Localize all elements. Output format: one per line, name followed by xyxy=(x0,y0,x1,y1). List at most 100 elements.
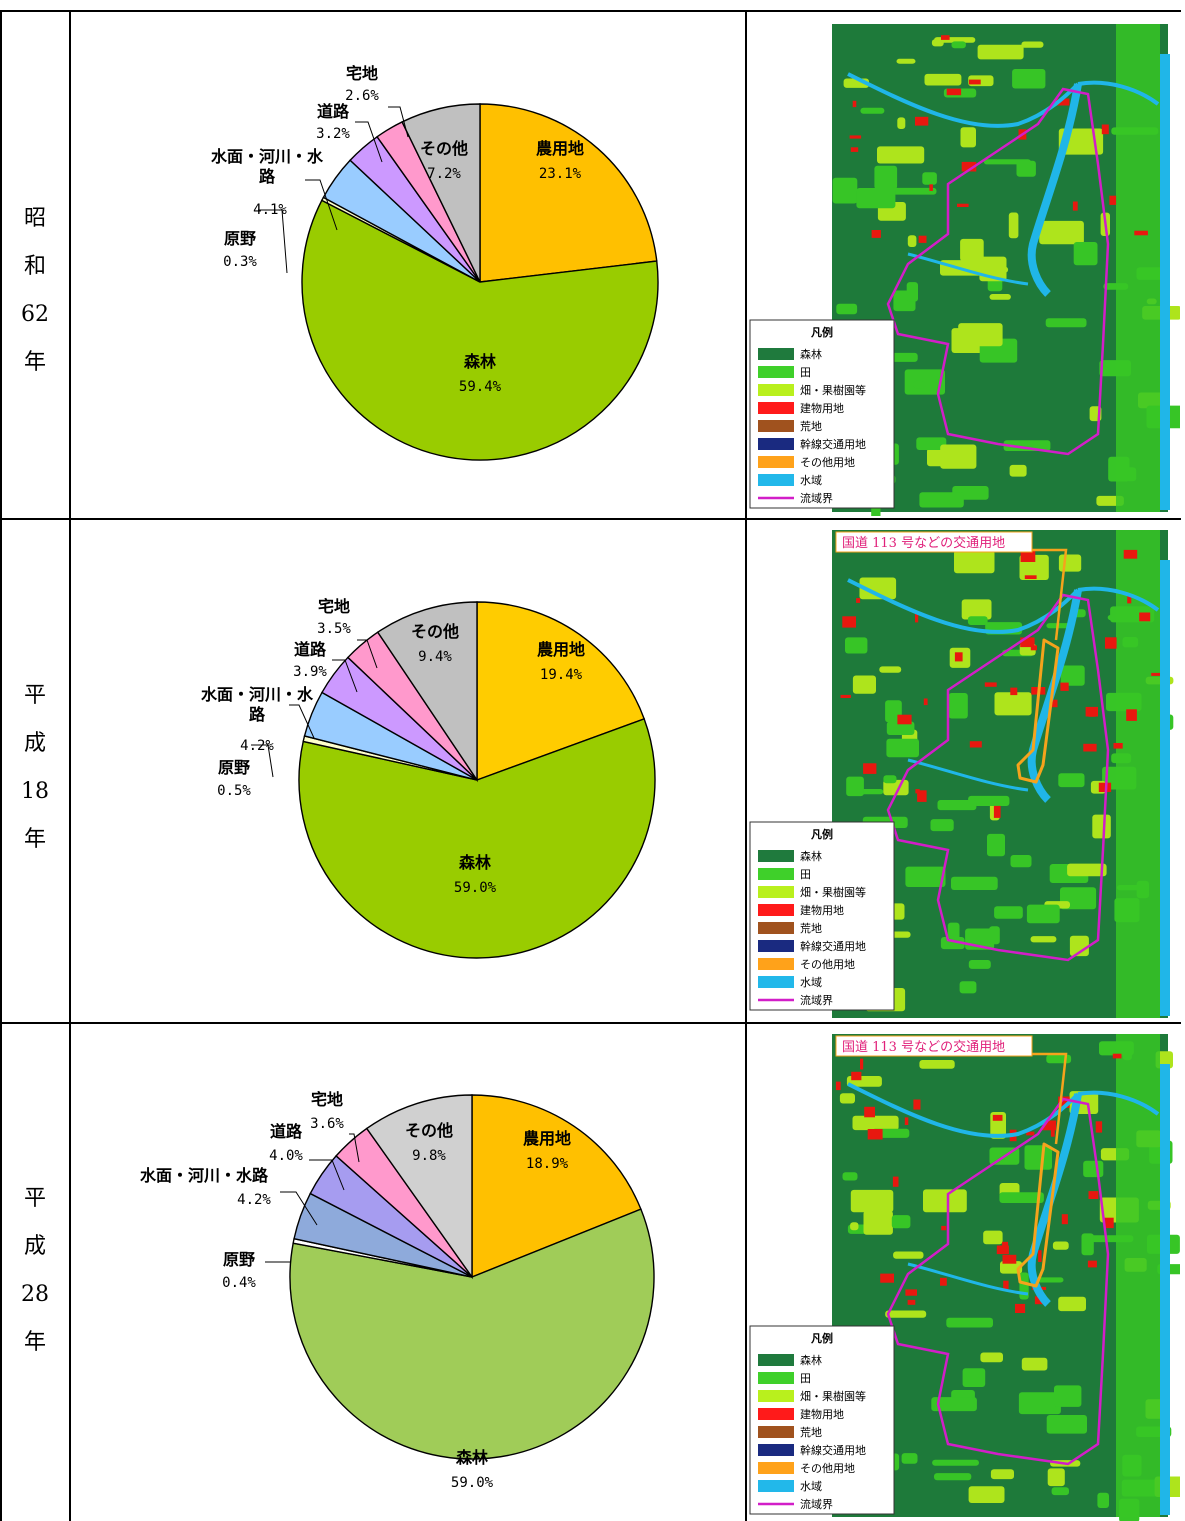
pie-slice-forest xyxy=(289,1208,655,1460)
pie-label-other: その他 xyxy=(405,1121,453,1140)
pie-label-road: 道路 xyxy=(317,102,350,121)
pie-value-road: 3.2% xyxy=(316,126,350,142)
legend-swatch xyxy=(758,1390,794,1402)
legend-label: 畑・果樹園等 xyxy=(800,383,866,397)
leader-line-wilderness xyxy=(258,209,288,274)
legend-swatch xyxy=(758,922,794,934)
pie-label-forest: 森林 xyxy=(459,853,491,872)
table-divider-map xyxy=(745,10,747,1521)
pie-label-water: 水面・河川・水 xyxy=(211,147,324,166)
legend-label: 水域 xyxy=(800,474,822,487)
pie-label-road: 道路 xyxy=(294,640,327,659)
legend-swatch xyxy=(758,976,794,988)
pie-value-water: 4.1% xyxy=(253,202,287,218)
legend-label: 畑・果樹園等 xyxy=(800,1389,866,1403)
pie-value-road: 3.9% xyxy=(293,664,327,680)
year-char: 62 xyxy=(21,302,49,327)
pie-value-wilderness: 0.4% xyxy=(222,1275,256,1291)
land-use-map-h28: 国道 113 号などの交通用地凡例森林田畑・果樹園等建物用地荒地幹線交通用地その… xyxy=(749,1034,1180,1521)
pie-label-forest: 森林 xyxy=(464,352,496,371)
pie-chart-s62: 農用地 23.1% 森林 59.4% 原野 0.3% 水面・河川・水路 4.1% 道路 3.2% 宅… xyxy=(211,64,659,461)
road-annotation: 国道 113 号などの交通用地 xyxy=(842,535,1005,551)
leader-line-water xyxy=(305,179,338,231)
watershed-boundary xyxy=(886,87,1110,456)
table-divider-year xyxy=(69,10,71,1521)
legend-label: 建物用地 xyxy=(800,903,844,917)
pie-value-farmland: 19.4% xyxy=(540,667,583,683)
legend-label: その他用地 xyxy=(800,456,855,469)
pie-label-farmland: 農用地 xyxy=(537,640,585,659)
legend-label: その他用地 xyxy=(800,1462,855,1475)
pie-label-farmland: 農用地 xyxy=(523,1129,571,1148)
legend-label: 荒地 xyxy=(800,1426,822,1439)
pie-value-other: 9.8% xyxy=(412,1148,446,1164)
pie-value-wilderness: 0.5% xyxy=(217,783,251,799)
year-char: 年 xyxy=(23,350,46,375)
legend-label: 荒地 xyxy=(800,922,822,935)
year-char: 平 xyxy=(23,1186,46,1211)
leader-line-road xyxy=(355,121,383,163)
pie-label-other: その他 xyxy=(411,622,459,641)
legend-label: 幹線交通用地 xyxy=(800,939,866,953)
legend-swatch xyxy=(758,474,794,486)
pie-label-wilderness: 原野 xyxy=(224,229,256,248)
legend-label: 水域 xyxy=(800,1480,822,1493)
legend-label: 幹線交通用地 xyxy=(800,437,866,451)
legend-label: 建物用地 xyxy=(800,1407,844,1421)
leader-line-residential xyxy=(388,106,409,138)
legend-swatch xyxy=(758,904,794,916)
pie-value-forest: 59.4% xyxy=(459,379,502,395)
pie-value-wilderness: 0.3% xyxy=(223,254,257,270)
legend-swatch xyxy=(758,1480,794,1492)
year-char: 成 xyxy=(23,731,46,756)
pie-value-other: 9.4% xyxy=(418,649,452,665)
pie-slice-other xyxy=(365,1094,473,1280)
pie-label-water: 水面・河川・水路 xyxy=(140,1166,269,1185)
road-annotation: 国道 113 号などの交通用地 xyxy=(842,1039,1005,1055)
leader-line-road xyxy=(309,1159,345,1191)
legend-swatch xyxy=(758,1426,794,1438)
pie-label-other: その他 xyxy=(420,139,468,158)
pie-value-other: 7.2% xyxy=(427,166,461,182)
year-char: 年 xyxy=(23,827,46,852)
pie-label-residential: 宅地 xyxy=(318,597,350,616)
legend-label: 森林 xyxy=(800,849,822,863)
legend-swatch xyxy=(758,1408,794,1420)
watershed-boundary xyxy=(886,1097,1110,1466)
legend-label: その他用地 xyxy=(800,958,855,971)
pie-slice-forest xyxy=(301,199,659,461)
year-char: 和 xyxy=(23,254,46,279)
legend-title: 凡例 xyxy=(811,1331,833,1345)
leader-line-water xyxy=(280,1191,318,1226)
pie-value-road: 4.0% xyxy=(269,1148,303,1164)
pie-value-residential: 3.6% xyxy=(310,1116,344,1132)
pie-label-forest: 森林 xyxy=(456,1448,488,1467)
legend-swatch xyxy=(758,420,794,432)
pie-slice-farmland xyxy=(479,103,658,283)
pie-value-forest: 59.0% xyxy=(451,1475,494,1491)
pie-value-farmland: 18.9% xyxy=(526,1156,569,1172)
pie-value-farmland: 23.1% xyxy=(539,166,582,182)
legend-swatch xyxy=(758,1462,794,1474)
year-char: 18 xyxy=(21,779,49,804)
map-image xyxy=(832,24,1180,516)
pie-value-forest: 59.0% xyxy=(454,880,497,896)
pie-chart-h28: 農用地 18.9% 森林 59.0% 原野 0.4% 水面・河川・水路 4.2% 道路 4.0% 宅… xyxy=(140,1090,655,1491)
legend-swatch xyxy=(758,402,794,414)
legend-swatch xyxy=(758,1354,794,1366)
pie-value-residential: 3.5% xyxy=(317,621,351,637)
watershed-boundary xyxy=(886,593,1110,962)
pie-slice-farmland xyxy=(476,601,646,782)
legend-swatch xyxy=(758,348,794,360)
legend-swatch xyxy=(758,868,794,880)
year-label-2: 平 成 18 年 xyxy=(0,672,70,864)
table-row-divider-2 xyxy=(0,1022,1181,1024)
pie-value-water: 4.2% xyxy=(237,1192,271,1208)
pie-label-wilderness: 原野 xyxy=(223,1250,255,1269)
pie-chart-h18: 農用地 19.4% 森林 59.0% 原野 0.5% 水面・河川・水路 4.2% 道路 3.9% 宅… xyxy=(201,597,656,959)
legend-label: 流域界 xyxy=(800,1497,833,1511)
legend-swatch xyxy=(758,438,794,450)
